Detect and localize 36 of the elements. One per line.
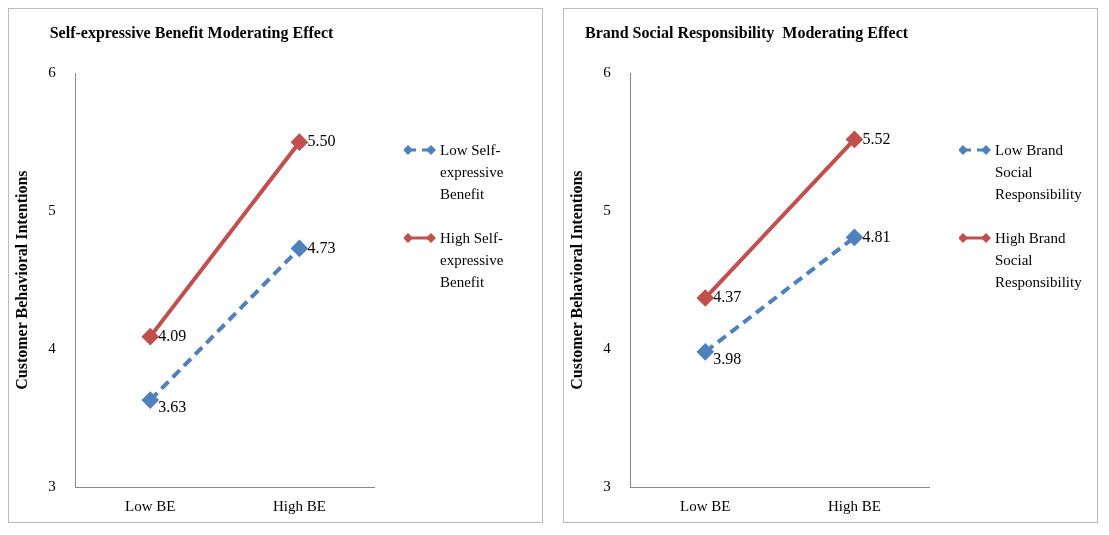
legend-label: Low Brand Social Responsibility bbox=[995, 141, 1083, 204]
data-label: 4.81 bbox=[862, 227, 891, 245]
x-tick-label: High BE bbox=[827, 497, 881, 514]
point bbox=[697, 290, 714, 307]
y-axis-title: Customer Behavioral Intentions bbox=[12, 170, 30, 390]
y-tick-label: 3 bbox=[48, 477, 56, 494]
data-label: 3.63 bbox=[158, 398, 187, 416]
legend-label: High Brand Social Responsibility bbox=[995, 229, 1083, 292]
chart-title: Self-expressive Benefit Moderating Effect bbox=[49, 23, 334, 42]
data-label: 4.37 bbox=[713, 288, 742, 306]
y-tick-label: 5 bbox=[603, 202, 611, 219]
x-tick-label: Low BE bbox=[125, 497, 176, 514]
y-tick-label: 6 bbox=[48, 64, 57, 81]
y-tick-label: 6 bbox=[603, 64, 612, 81]
point bbox=[142, 392, 159, 409]
point bbox=[291, 240, 308, 257]
point bbox=[846, 229, 863, 246]
data-label: 5.50 bbox=[307, 132, 336, 150]
y-tick-label: 4 bbox=[603, 340, 612, 356]
point bbox=[846, 131, 863, 148]
x-tick-label: High BE bbox=[272, 497, 326, 514]
chart-title: Brand Social Responsibility Moderating Effect bbox=[584, 23, 909, 42]
x-tick-label: Low BE bbox=[680, 497, 731, 514]
y-tick-label: 5 bbox=[48, 202, 56, 219]
y-axis-title: Customer Behavioral Intentions bbox=[567, 170, 585, 390]
legend-label: High Self-expressive Benefit bbox=[440, 229, 505, 292]
data-label: 4.09 bbox=[158, 326, 187, 344]
y-tick-label: 3 bbox=[603, 477, 611, 494]
legend-label: Low Self-expressive Benefit bbox=[440, 141, 505, 204]
point bbox=[142, 328, 159, 345]
data-label: 3.98 bbox=[713, 350, 742, 368]
data-label: 4.73 bbox=[307, 238, 336, 256]
point bbox=[697, 343, 714, 360]
y-tick-label: 4 bbox=[48, 340, 57, 356]
data-label: 5.52 bbox=[862, 129, 891, 147]
point bbox=[291, 134, 308, 151]
